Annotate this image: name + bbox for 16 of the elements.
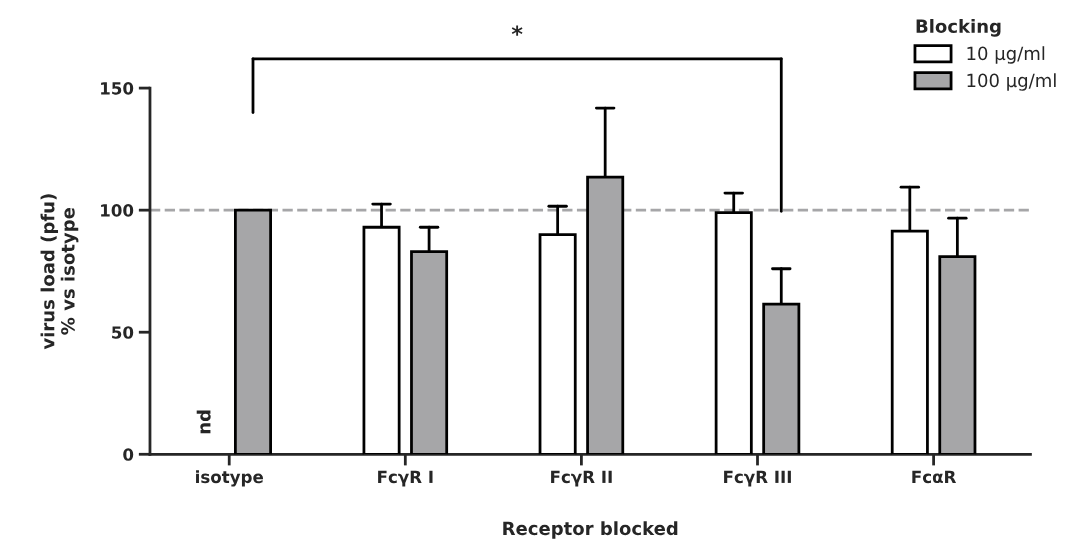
y-tick-label: 50	[112, 326, 134, 339]
y-axis-title: virus load (pfu) % vs isotype	[40, 194, 79, 350]
legend-label: 10 μg/ml	[967, 46, 1045, 64]
y-tick-label: 0	[123, 448, 134, 461]
y-tick-label: 100	[101, 204, 134, 217]
x-axis-title: Receptor blocked	[503, 521, 678, 539]
text: *	[511, 25, 523, 36]
y-tick-label: 150	[101, 82, 134, 95]
legend-label: 100 μg/ml	[967, 73, 1056, 91]
x-tick-label: FcγR I	[378, 470, 433, 487]
legend-title: Blocking	[916, 19, 1001, 37]
x-tick-label: FcγR III	[724, 470, 791, 487]
x-tick-label: FcγR II	[551, 470, 612, 487]
x-tick-label: isotype	[196, 470, 263, 487]
x-tick-label: FcαR	[912, 470, 957, 484]
annotation: nd	[196, 410, 211, 434]
